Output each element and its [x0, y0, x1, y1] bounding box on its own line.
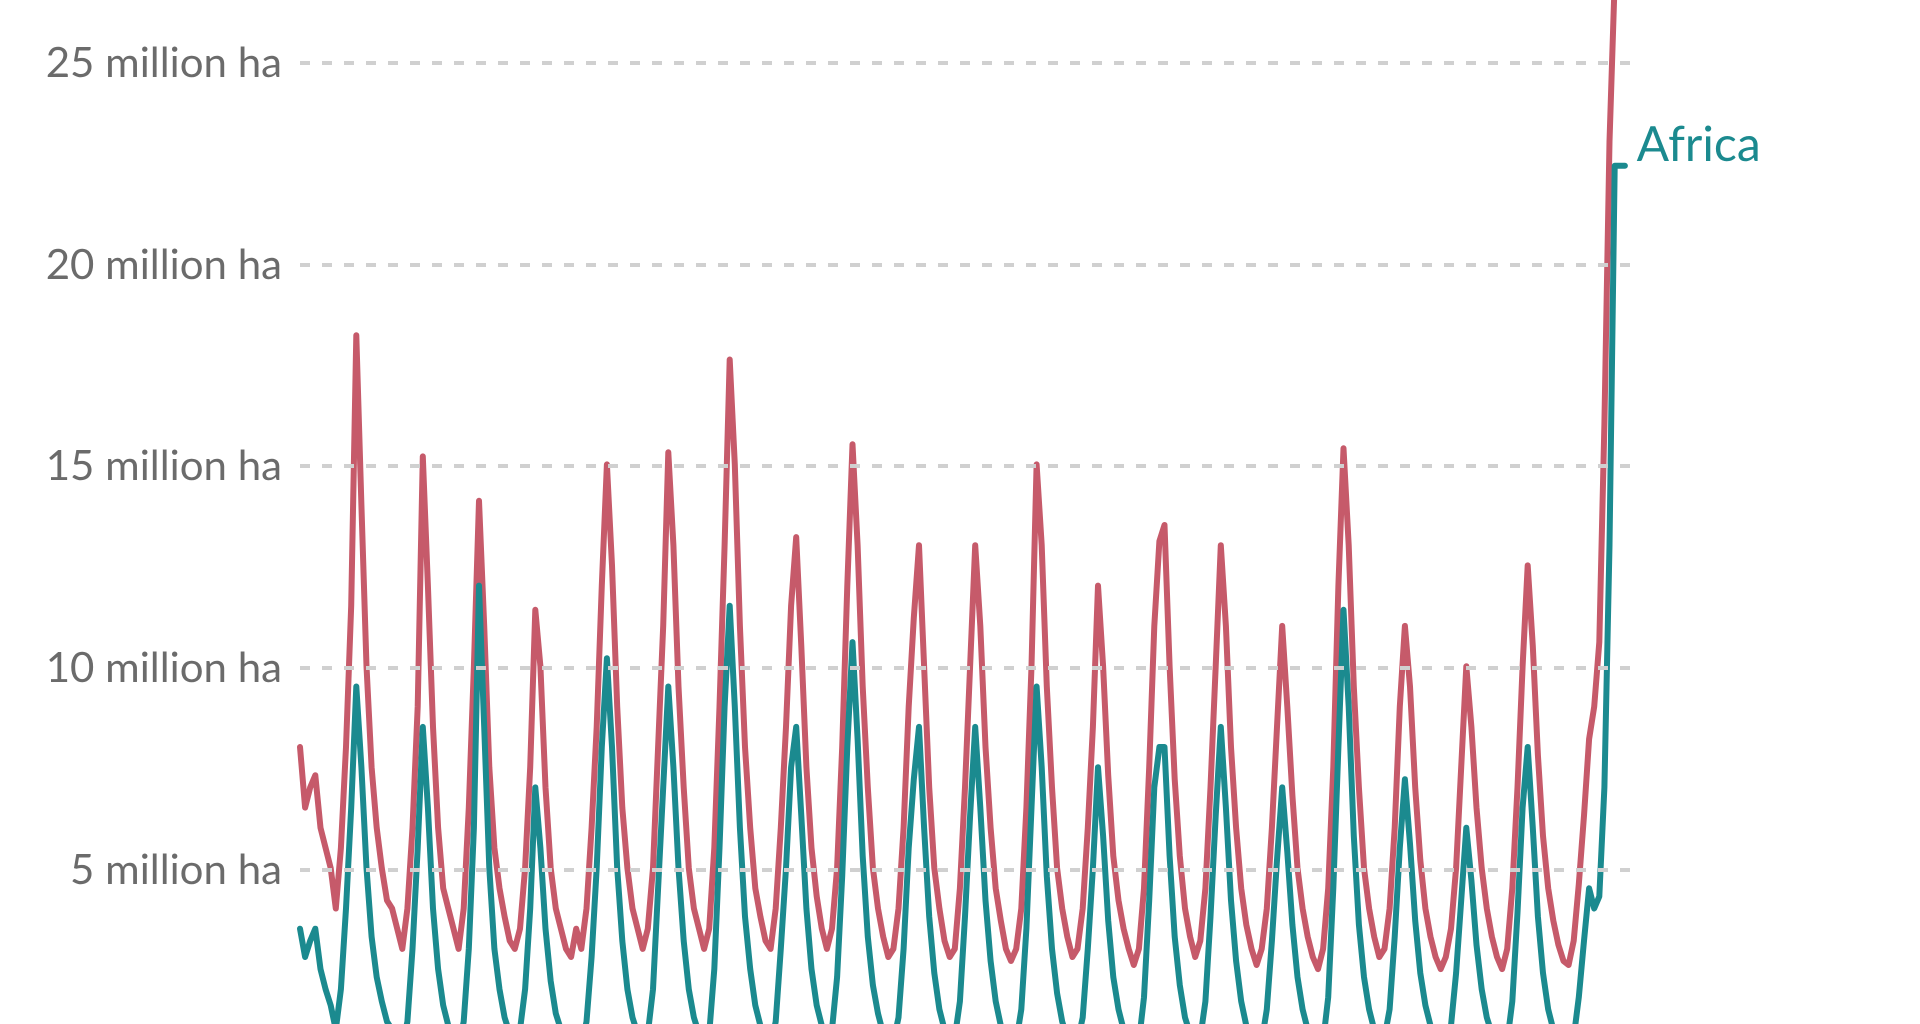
- gridline: [300, 263, 1630, 267]
- series-label-africa: Africa: [1637, 115, 1761, 172]
- y-tick-label: 25 million ha: [46, 36, 300, 86]
- gridline: [300, 666, 1630, 670]
- gridline: [300, 464, 1630, 468]
- plot-area: 5 million ha10 million ha15 million ha20…: [300, 0, 1630, 1024]
- y-tick-label: 15 million ha: [46, 439, 300, 489]
- y-tick-label: 20 million ha: [46, 238, 300, 288]
- gridline: [300, 868, 1630, 872]
- gridline: [300, 61, 1630, 65]
- y-tick-label: 5 million ha: [70, 843, 300, 893]
- y-tick-label: 10 million ha: [46, 641, 300, 691]
- chart-container: 5 million ha 10 million ha 15 million ha 20…: [0, 0, 1920, 1024]
- series-line-world: [300, 0, 1625, 969]
